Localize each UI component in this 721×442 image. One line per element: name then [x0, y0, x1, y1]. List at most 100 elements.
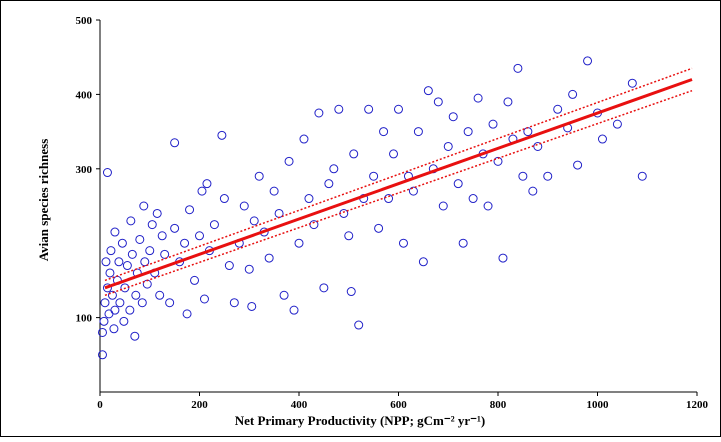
point — [130, 331, 140, 341]
point — [513, 63, 523, 73]
point — [202, 179, 212, 189]
point — [553, 104, 563, 114]
point — [147, 220, 157, 230]
point — [117, 238, 127, 248]
y-tick-label: 100 — [76, 313, 93, 325]
point — [349, 149, 359, 159]
point — [279, 290, 289, 300]
point — [568, 89, 578, 99]
point — [239, 201, 249, 211]
point — [106, 246, 116, 256]
point — [180, 238, 190, 248]
point — [438, 201, 448, 211]
point — [97, 350, 107, 360]
regression-line — [104, 78, 693, 290]
point — [152, 208, 162, 218]
point — [165, 298, 175, 308]
point — [443, 141, 453, 151]
point — [597, 134, 607, 144]
y-axis-title: Avian species richness — [36, 139, 51, 262]
point — [114, 257, 124, 267]
point — [125, 305, 135, 315]
point — [105, 268, 115, 278]
point — [346, 287, 356, 297]
point — [458, 238, 468, 248]
point — [115, 298, 125, 308]
point — [155, 290, 165, 300]
point — [170, 138, 180, 148]
point — [518, 171, 528, 181]
point — [453, 179, 463, 189]
x-tick-label: 0 — [97, 399, 103, 411]
point — [182, 309, 192, 319]
x-tick-label: 400 — [291, 399, 308, 411]
point — [264, 253, 274, 263]
point — [364, 104, 374, 114]
point — [299, 134, 309, 144]
point — [195, 231, 204, 241]
point — [229, 298, 239, 308]
point — [423, 86, 433, 96]
point — [249, 216, 259, 226]
point — [110, 305, 120, 315]
point — [160, 249, 170, 259]
point — [135, 234, 145, 244]
y-tick-label: 300 — [76, 164, 93, 176]
point — [473, 93, 483, 103]
y-tick-label: 500 — [76, 15, 93, 27]
point — [284, 156, 294, 166]
point — [170, 223, 180, 233]
point — [483, 201, 493, 211]
point — [102, 283, 112, 293]
point — [334, 104, 344, 114]
x-tick-label: 800 — [490, 399, 507, 411]
point — [190, 275, 200, 285]
point — [126, 216, 136, 226]
x-axis-title: Net Primary Productivity (NPP; gCm⁻² yr⁻… — [235, 413, 486, 428]
point — [157, 231, 167, 241]
point — [314, 108, 324, 118]
point — [329, 164, 339, 174]
point — [102, 168, 112, 178]
point — [394, 104, 403, 114]
point — [185, 205, 195, 215]
point — [209, 220, 219, 230]
point — [413, 127, 423, 137]
point — [137, 298, 147, 308]
point — [354, 320, 364, 330]
point — [100, 298, 110, 308]
point — [109, 324, 119, 334]
point — [139, 201, 149, 211]
point — [127, 249, 137, 259]
x-tick-label: 600 — [390, 399, 407, 411]
x-tick-label: 1200 — [686, 399, 709, 411]
point — [97, 327, 107, 337]
point — [120, 283, 130, 293]
point — [107, 290, 117, 300]
point — [131, 290, 141, 300]
point — [398, 238, 408, 248]
point — [217, 130, 227, 140]
point — [627, 78, 637, 88]
point — [224, 261, 234, 271]
point — [140, 257, 150, 267]
point — [197, 186, 207, 196]
point — [122, 261, 132, 271]
point — [110, 227, 120, 237]
point — [612, 119, 622, 129]
point — [498, 253, 508, 263]
point — [488, 119, 498, 129]
confidence-upper — [104, 67, 693, 282]
point — [119, 316, 129, 326]
point — [344, 231, 354, 241]
point — [244, 264, 254, 274]
point — [319, 283, 329, 293]
y-tick-label: 400 — [76, 89, 93, 101]
point — [379, 127, 389, 137]
point — [101, 257, 111, 267]
point — [374, 223, 384, 233]
point — [289, 305, 299, 315]
point — [219, 194, 229, 204]
